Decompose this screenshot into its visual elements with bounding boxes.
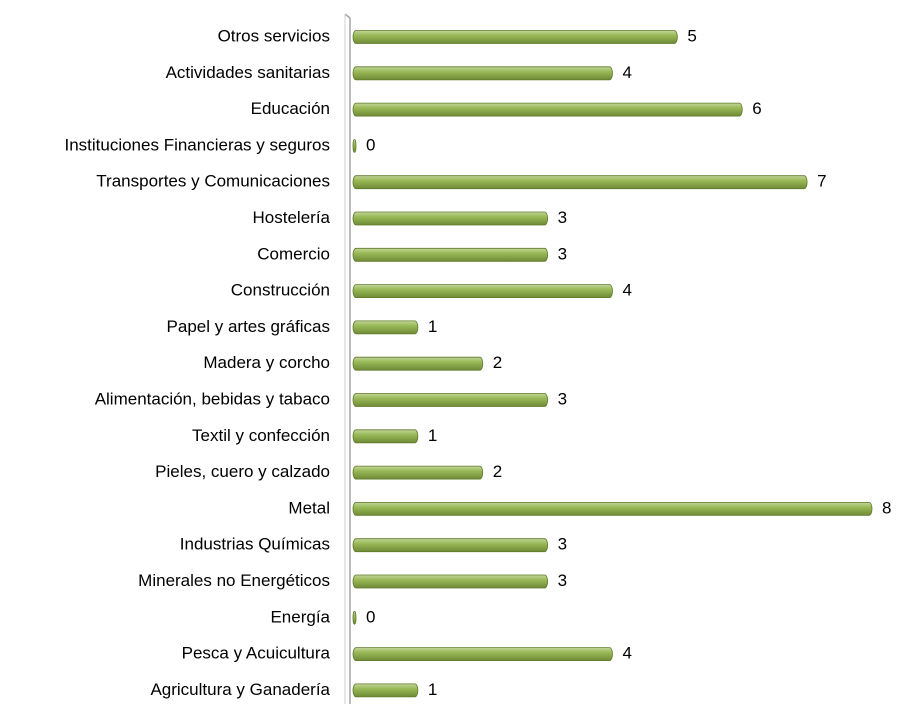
value-label: 3 [558, 535, 567, 554]
bar [352, 102, 743, 117]
bar [352, 610, 357, 625]
category-label: Instituciones Financieras y seguros [64, 135, 330, 154]
category-label: Otros servicios [218, 26, 330, 45]
category-label: Alimentación, bebidas y tabaco [95, 389, 330, 408]
bar [352, 501, 873, 516]
value-label: 4 [623, 644, 632, 663]
bar [352, 356, 484, 371]
value-label: 1 [428, 680, 437, 699]
axis [344, 13, 351, 704]
bar [352, 247, 549, 262]
category-label: Industrias Químicas [180, 535, 330, 554]
value-label: 3 [558, 571, 567, 590]
category-label: Agricultura y Ganadería [150, 680, 330, 699]
value-label: 2 [493, 353, 502, 372]
value-label: 3 [558, 208, 567, 227]
bar [352, 284, 613, 299]
category-label: Transportes y Comunicaciones [96, 172, 330, 191]
bar [352, 30, 678, 44]
category-label: Metal [288, 498, 330, 517]
bar [352, 211, 549, 226]
bar [352, 429, 419, 444]
value-label: 3 [558, 389, 567, 408]
category-label: Energía [270, 607, 330, 626]
value-label: 2 [493, 462, 502, 481]
bar [352, 574, 549, 589]
category-label: Comercio [257, 244, 330, 263]
category-label: Textil y confección [192, 426, 330, 445]
bar [352, 683, 419, 698]
category-label: Madera y corcho [203, 353, 330, 372]
value-label: 1 [428, 317, 437, 336]
category-label: Pesca y Acuicultura [182, 644, 331, 663]
bar [352, 66, 613, 81]
bar [352, 175, 808, 190]
category-label: Papel y artes gráficas [167, 317, 330, 336]
value-label: 0 [366, 135, 375, 154]
value-label: 8 [882, 498, 891, 517]
value-label: 0 [366, 607, 375, 626]
category-label: Pieles, cuero y calzado [155, 462, 330, 481]
bar [352, 538, 549, 553]
value-label: 3 [558, 244, 567, 263]
value-label: 5 [687, 26, 696, 45]
category-label: Hostelería [253, 208, 331, 227]
category-label: Educación [251, 99, 330, 118]
category-label: Construcción [231, 281, 330, 300]
value-label: 6 [752, 99, 761, 118]
bar [352, 138, 357, 153]
value-label: 7 [817, 172, 826, 191]
value-label: 1 [428, 426, 437, 445]
bar [352, 320, 419, 335]
category-label: Actividades sanitarias [166, 63, 330, 82]
bar [352, 647, 613, 661]
bar [352, 465, 484, 480]
bar [352, 393, 549, 407]
value-label: 4 [623, 63, 632, 82]
category-label: Minerales no Energéticos [138, 571, 330, 590]
value-label: 4 [623, 281, 632, 300]
